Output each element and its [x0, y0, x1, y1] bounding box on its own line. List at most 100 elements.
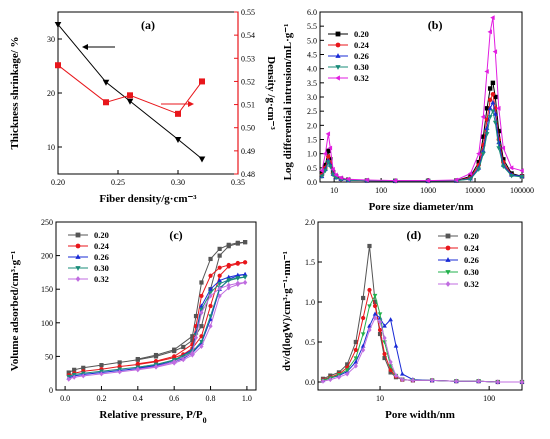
data-point: [242, 240, 248, 245]
data-point: [193, 313, 199, 319]
data-point: [425, 178, 430, 184]
x-tick-label: 0.25: [111, 178, 125, 187]
data-point: [454, 378, 459, 384]
data-point: [345, 362, 350, 367]
data-point: [330, 173, 336, 178]
data-point: [181, 344, 186, 350]
legend-marker: [335, 31, 341, 37]
data-point: [66, 376, 71, 382]
series-line: [321, 81, 523, 182]
x-tick-label: 0.2: [96, 394, 106, 403]
data-point: [226, 285, 231, 291]
legend-marker: [75, 254, 81, 259]
data-point: [367, 287, 372, 293]
legend-marker: [75, 266, 81, 271]
x-tick-label: 0.0: [60, 394, 70, 403]
legend-label: 0.20: [354, 29, 369, 39]
y-tick-label: 20: [47, 89, 55, 98]
legend-label: 0.20: [464, 231, 479, 241]
data-point: [353, 363, 358, 369]
panel-c: 0.0 0.2 0.4 0.6 0.8 1.00501001502002500.200.2…: [9, 218, 257, 425]
data-point: [492, 49, 498, 55]
data-point: [199, 310, 204, 316]
series-line: [321, 92, 523, 182]
data-point: [54, 22, 62, 29]
data-point: [117, 369, 122, 375]
series-0.24: 0.24: [320, 243, 525, 385]
y-axis-label: Volume adsorbed/cm³·g⁻¹: [9, 251, 21, 371]
y2-tick-label: 0.51: [241, 101, 255, 110]
arrow-left-head: [82, 44, 88, 50]
y-tick-label: 0.0: [305, 378, 315, 387]
data-point: [336, 374, 342, 380]
y-tick-label: 4.5: [307, 51, 317, 60]
data-point: [496, 105, 501, 111]
y-tick-label: 250: [41, 218, 53, 227]
data-point: [519, 379, 525, 385]
data-point: [367, 327, 372, 333]
y-tick-label: 10: [47, 143, 55, 152]
adsorption-line: [68, 282, 246, 380]
data-point: [217, 273, 222, 278]
data-point: [344, 368, 350, 373]
data-point: [199, 343, 204, 349]
data-point: [208, 273, 213, 278]
data-point: [172, 347, 177, 352]
data-point: [55, 62, 61, 69]
data-point: [393, 343, 399, 348]
data-point: [496, 128, 501, 134]
data-point: [81, 373, 86, 379]
series-line-left: [57, 24, 203, 160]
data-point: [235, 260, 240, 266]
panel-b: 10 100 1000 10000 100000 0.0 0.5 1.0 1.5 2.0 2.5 3.…: [282, 8, 534, 213]
data-point: [519, 168, 524, 174]
data-point: [319, 174, 325, 179]
panel-d: 10 100 0.0 0.5 1.0 1.5 2.0 0.20 0.24 0.26 0.30 0.32…: [281, 218, 525, 421]
data-point: [226, 262, 231, 268]
data-point: [322, 151, 328, 157]
x-tick-label: 0.30: [171, 178, 185, 187]
panel-label: (b): [428, 18, 443, 32]
x-tick-label: 100: [375, 186, 387, 195]
x-axis-label-subscript: 0: [203, 416, 207, 425]
legend-label: 0.26: [464, 255, 479, 265]
data-point: [208, 323, 213, 329]
x-tick-label: 0.4: [133, 394, 143, 403]
y-tick-label: 2.0: [307, 121, 317, 130]
data-point: [393, 373, 399, 379]
data-point: [353, 339, 358, 345]
y-tick-label: 3.0: [307, 93, 317, 102]
y-tick-label: 150: [41, 285, 53, 294]
legend-label: 0.30: [464, 267, 479, 277]
data-point: [367, 304, 372, 309]
legend-marker: [335, 75, 340, 81]
data-point: [509, 174, 515, 179]
data-point: [323, 162, 328, 168]
data-point: [217, 265, 222, 270]
y-tick-label: 1.5: [305, 258, 315, 267]
data-point: [330, 166, 335, 172]
data-point: [322, 168, 328, 174]
data-point: [492, 120, 498, 126]
data-point: [175, 110, 181, 117]
y-tick-label: 2.5: [307, 107, 317, 116]
data-point: [388, 359, 393, 365]
series-right: [55, 62, 205, 117]
data-point: [126, 98, 134, 105]
data-point: [490, 109, 496, 114]
legend-label: 0.32: [94, 274, 109, 284]
data-point: [328, 377, 333, 383]
legend-label: 0.30: [354, 62, 369, 72]
data-point: [235, 240, 240, 245]
data-point: [226, 242, 231, 247]
data-point: [364, 177, 369, 183]
data-point: [333, 175, 339, 181]
data-point: [103, 99, 109, 106]
data-point: [467, 171, 473, 176]
x-axis-label: Pore width/nm: [385, 409, 455, 421]
data-point: [193, 335, 199, 341]
data-point: [102, 79, 110, 86]
data-point: [199, 293, 204, 299]
data-point: [487, 105, 493, 111]
